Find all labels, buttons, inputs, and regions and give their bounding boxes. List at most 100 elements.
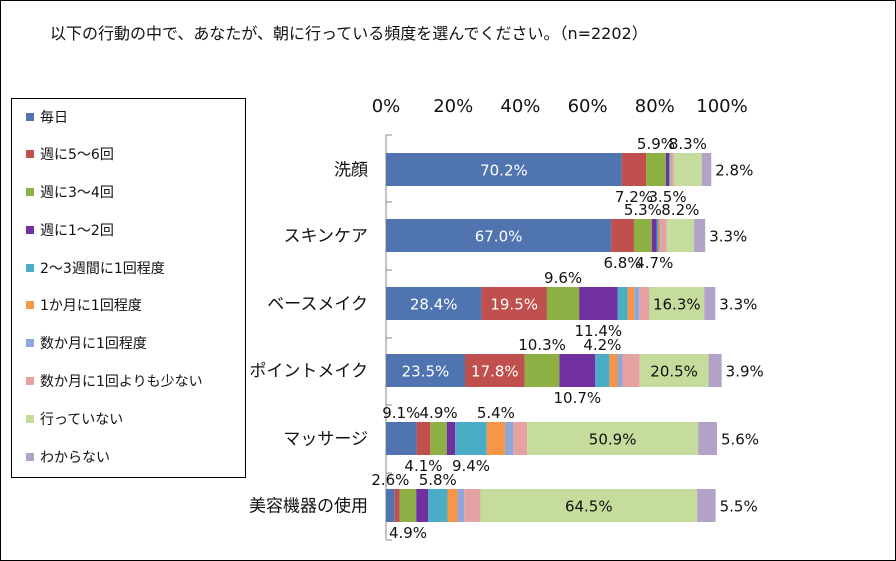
bar-segment bbox=[671, 153, 673, 186]
data-label: 4.1% bbox=[404, 457, 442, 475]
bar-segment bbox=[673, 153, 702, 186]
bar-segment bbox=[660, 219, 661, 252]
legend-label: わからない bbox=[40, 450, 110, 466]
bar-segment bbox=[656, 219, 659, 252]
data-label: 9.4% bbox=[452, 457, 490, 475]
bar-segment bbox=[447, 489, 458, 522]
bar-segment bbox=[430, 422, 447, 455]
bar-segment bbox=[621, 153, 647, 186]
data-label: 10.7% bbox=[554, 389, 602, 407]
bar-segment bbox=[666, 219, 695, 252]
bar-segment bbox=[665, 153, 670, 186]
legend-item: 毎日 bbox=[26, 107, 68, 127]
bar-segment bbox=[527, 422, 699, 455]
bar-segment bbox=[698, 422, 717, 455]
bar-segment bbox=[464, 489, 481, 522]
bar-segment bbox=[639, 354, 709, 387]
data-label: 8.2% bbox=[661, 201, 699, 219]
data-label: 3.3% bbox=[719, 296, 757, 314]
bar-segment bbox=[649, 287, 705, 320]
bar-segment bbox=[464, 354, 525, 387]
bar-segment bbox=[708, 354, 722, 387]
data-label: 8.3% bbox=[669, 135, 707, 153]
data-label: 2.8% bbox=[715, 162, 753, 180]
data-label: 5.3% bbox=[624, 201, 662, 219]
bar-segment bbox=[622, 354, 640, 387]
legend-item: 1か月に1回程度 bbox=[26, 295, 142, 315]
bar-segment bbox=[672, 153, 674, 186]
data-label: 28.4% bbox=[410, 296, 458, 314]
bar-segment bbox=[386, 153, 622, 186]
bar-segment bbox=[634, 287, 640, 320]
data-label: 2.6% bbox=[371, 471, 409, 489]
legend-item: 行っていない bbox=[26, 409, 123, 429]
data-label: 5.6% bbox=[721, 431, 759, 449]
category-label: スキンケア bbox=[284, 227, 369, 247]
legend-label: 週に3～4回 bbox=[40, 185, 114, 201]
legend-item: 2～3週間に1回程度 bbox=[26, 258, 165, 278]
data-label: 3.9% bbox=[726, 363, 764, 381]
bar-segment bbox=[386, 422, 417, 455]
legend-label: 週に1～2回 bbox=[40, 223, 114, 239]
bar-segment bbox=[504, 422, 514, 455]
legend: 毎日 週に5～6回 週に3～4回 週に1～2回 2～3週間に1回程度 1か月に1… bbox=[11, 98, 246, 478]
legend-swatch bbox=[26, 339, 34, 347]
x-tick-label: 100% bbox=[696, 96, 747, 117]
legend-label: 週に5～6回 bbox=[40, 147, 114, 163]
bar-segment bbox=[639, 287, 650, 320]
bar-segment bbox=[399, 489, 417, 522]
legend-swatch bbox=[26, 150, 34, 158]
bar-segment bbox=[697, 489, 716, 522]
x-tick-label: 20% bbox=[433, 96, 473, 117]
data-label: 10.3% bbox=[518, 336, 566, 354]
bar-segment bbox=[386, 287, 482, 320]
bar-segment bbox=[617, 287, 628, 320]
x-tick-label: 60% bbox=[568, 96, 608, 117]
legend-swatch bbox=[26, 301, 34, 309]
bar-segment bbox=[609, 354, 618, 387]
bar-segment bbox=[559, 354, 596, 387]
legend-swatch bbox=[26, 453, 34, 461]
category-label: 美容機器の使用 bbox=[249, 496, 368, 517]
bar-segment bbox=[660, 219, 667, 252]
bar-segment bbox=[394, 489, 400, 522]
data-label: 6.8% bbox=[603, 254, 641, 272]
data-label: 64.5% bbox=[565, 498, 613, 516]
bar-segment bbox=[627, 287, 635, 320]
data-label: 5.8% bbox=[419, 471, 457, 489]
legend-item: 数か月に1回よりも少ない bbox=[26, 371, 203, 391]
legend-item: 週に3～4回 bbox=[26, 182, 114, 202]
x-tick-label: 40% bbox=[500, 96, 540, 117]
data-label: 70.2% bbox=[480, 162, 528, 180]
data-label: 50.9% bbox=[589, 431, 637, 449]
bar-segment bbox=[651, 219, 657, 252]
data-label: 17.8% bbox=[471, 363, 519, 381]
chart-title: 以下の行動の中で、あなたが、朝に行っている頻度を選んでください。（n=2202） bbox=[50, 24, 648, 43]
x-tick-label: 0% bbox=[372, 96, 401, 117]
bar-segment bbox=[670, 153, 672, 186]
bar-segment bbox=[386, 219, 612, 252]
legend-swatch bbox=[26, 226, 34, 234]
bar-segment bbox=[386, 489, 395, 522]
data-label: 11.4% bbox=[575, 322, 623, 340]
legend-item: 週に5～6回 bbox=[26, 144, 114, 164]
bar-segment bbox=[416, 489, 428, 522]
data-label: 3.3% bbox=[709, 228, 747, 246]
data-label: 4.9% bbox=[389, 524, 427, 542]
data-label: 67.0% bbox=[475, 228, 523, 246]
category-label: マッサージ bbox=[283, 430, 368, 450]
legend-swatch bbox=[26, 113, 34, 121]
data-label: 9.6% bbox=[544, 269, 582, 287]
data-label: 20.5% bbox=[650, 363, 698, 381]
legend-label: 1か月に1回程度 bbox=[40, 298, 142, 314]
data-label: 3.5% bbox=[649, 188, 687, 206]
bar-segment bbox=[480, 489, 698, 522]
data-label: 23.5% bbox=[402, 363, 450, 381]
bar-segment bbox=[633, 219, 652, 252]
data-label: 4.2% bbox=[583, 336, 621, 354]
legend-label: 2～3週間に1回程度 bbox=[40, 261, 165, 277]
legend-label: 毎日 bbox=[40, 110, 68, 126]
bar-segment bbox=[455, 422, 487, 455]
bar-segment bbox=[646, 153, 666, 186]
